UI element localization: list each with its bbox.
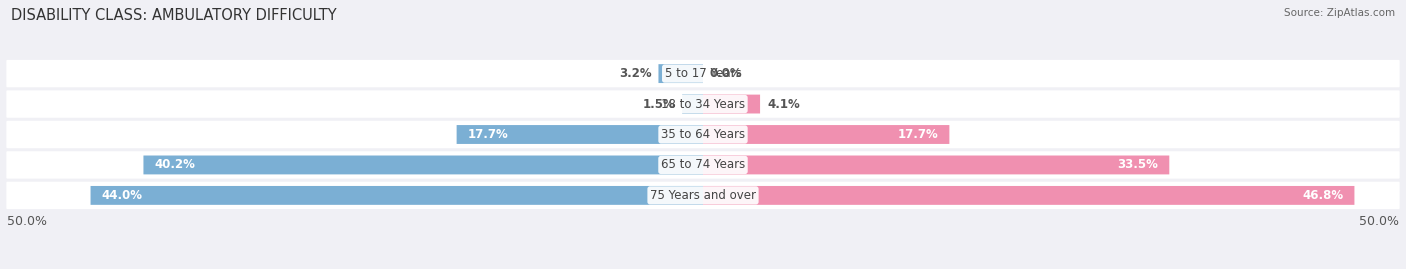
Text: 65 to 74 Years: 65 to 74 Years [661,158,745,171]
FancyBboxPatch shape [7,182,1399,209]
FancyBboxPatch shape [90,186,703,205]
Text: 75 Years and over: 75 Years and over [650,189,756,202]
FancyBboxPatch shape [457,125,703,144]
Text: 35 to 64 Years: 35 to 64 Years [661,128,745,141]
FancyBboxPatch shape [7,121,1399,148]
FancyBboxPatch shape [703,125,949,144]
FancyBboxPatch shape [682,95,703,114]
Text: 3.2%: 3.2% [619,67,651,80]
Text: 46.8%: 46.8% [1302,189,1343,202]
Text: 40.2%: 40.2% [155,158,195,171]
Text: 4.1%: 4.1% [768,98,800,111]
FancyBboxPatch shape [703,155,1170,174]
Text: DISABILITY CLASS: AMBULATORY DIFFICULTY: DISABILITY CLASS: AMBULATORY DIFFICULTY [11,8,337,23]
Text: 17.7%: 17.7% [468,128,509,141]
Text: Source: ZipAtlas.com: Source: ZipAtlas.com [1284,8,1395,18]
Text: 1.5%: 1.5% [643,98,675,111]
FancyBboxPatch shape [143,155,703,174]
Text: 50.0%: 50.0% [7,215,46,228]
FancyBboxPatch shape [658,64,703,83]
FancyBboxPatch shape [7,90,1399,118]
Text: 17.7%: 17.7% [897,128,938,141]
FancyBboxPatch shape [7,151,1399,179]
Text: 44.0%: 44.0% [101,189,142,202]
Text: 33.5%: 33.5% [1118,158,1159,171]
Text: 18 to 34 Years: 18 to 34 Years [661,98,745,111]
Text: 0.0%: 0.0% [710,67,742,80]
FancyBboxPatch shape [7,60,1399,87]
FancyBboxPatch shape [703,95,761,114]
Text: 5 to 17 Years: 5 to 17 Years [665,67,741,80]
Text: 50.0%: 50.0% [1360,215,1399,228]
FancyBboxPatch shape [703,186,1354,205]
